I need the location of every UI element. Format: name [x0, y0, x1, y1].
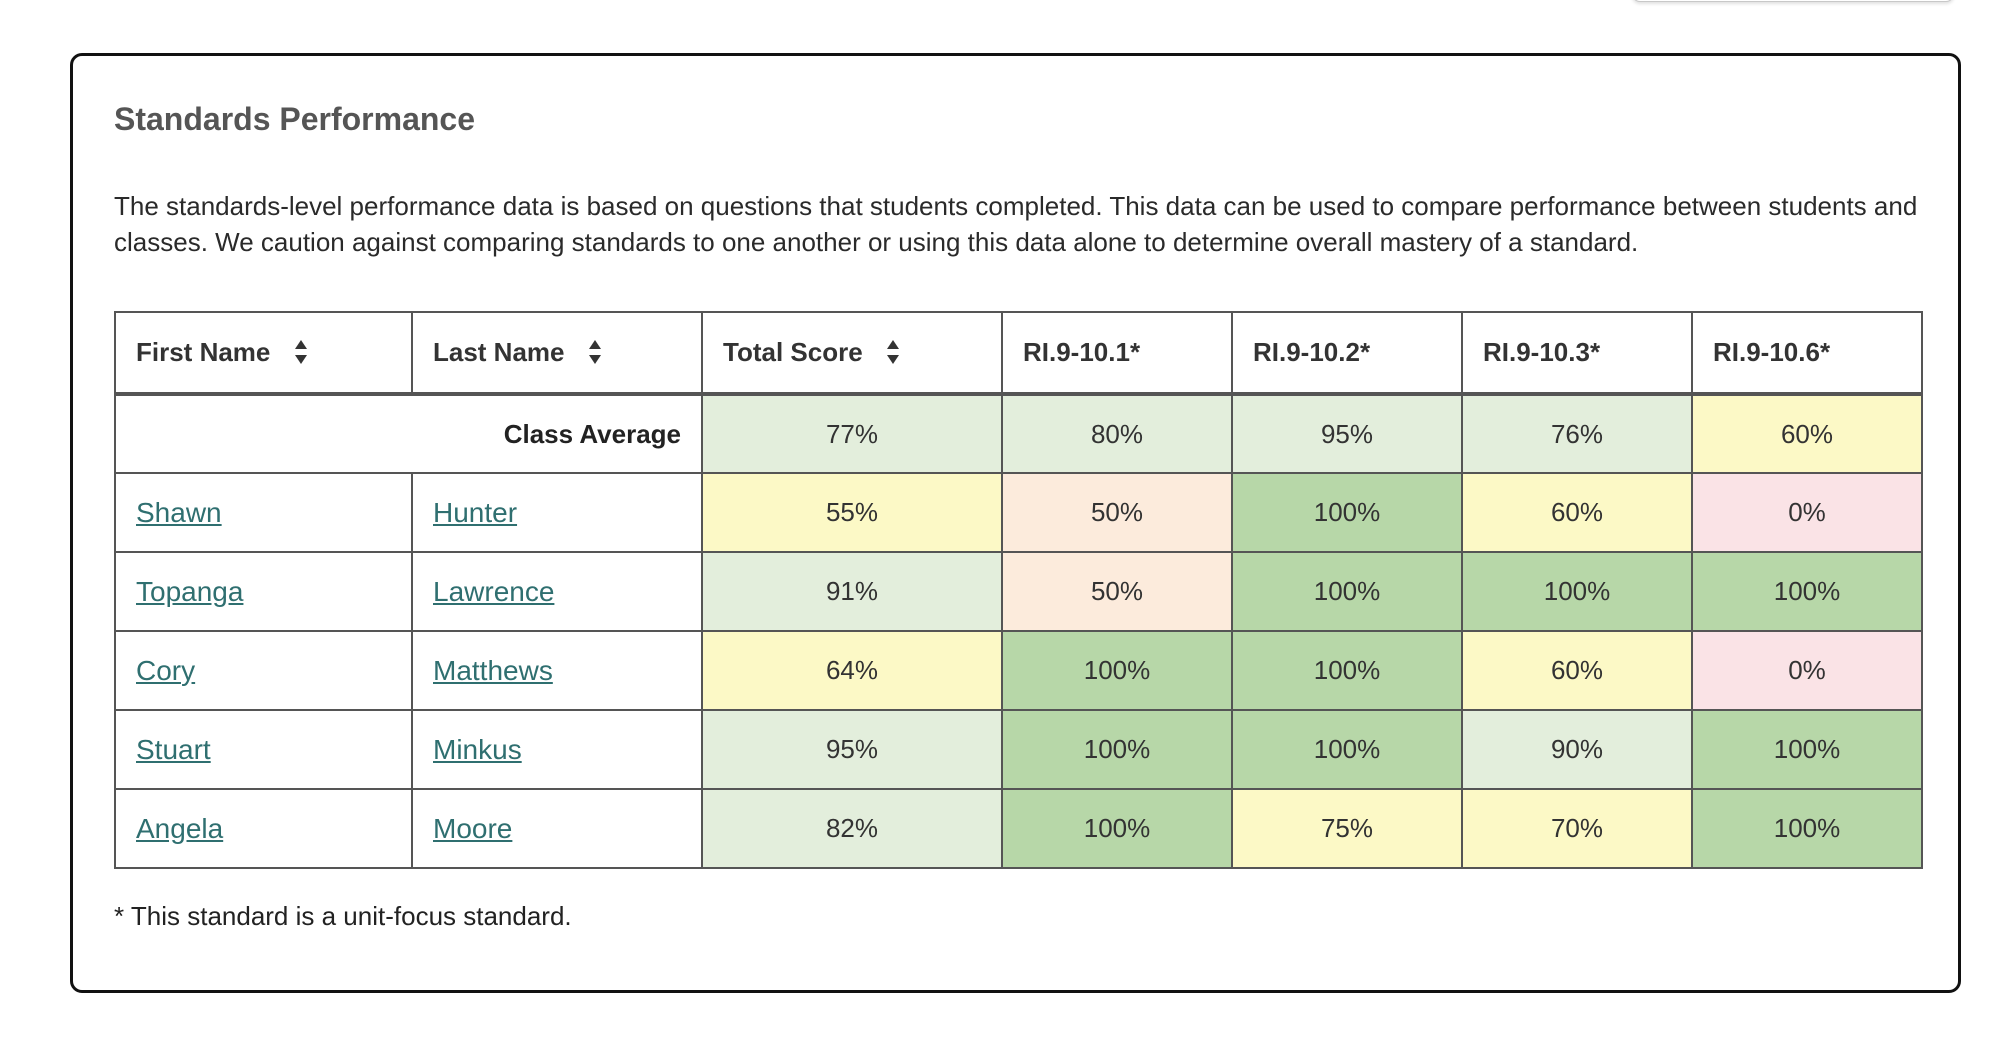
table-row: Stuart Minkus 95% 100% 100% 90% 100%: [114, 709, 1923, 790]
class-average-std2: 95%: [1231, 393, 1463, 474]
class-average-label: Class Average: [114, 393, 703, 474]
header-standard-3: RI.9-10.3*: [1461, 311, 1693, 396]
student-last-name-link[interactable]: Hunter: [433, 496, 518, 528]
std4-cell: 0%: [1691, 472, 1923, 553]
header-standard-4: RI.9-10.6*: [1691, 311, 1923, 396]
class-average-std4: 60%: [1691, 393, 1923, 474]
sort-icon[interactable]: [886, 339, 900, 365]
std4-cell: 100%: [1691, 551, 1923, 632]
std2-cell: 100%: [1231, 709, 1463, 790]
first-name-cell: Topanga: [114, 551, 413, 632]
std1-cell: 100%: [1001, 788, 1233, 869]
student-first-name-link[interactable]: Stuart: [136, 733, 211, 765]
std2-cell: 100%: [1231, 630, 1463, 711]
table-row: Cory Matthews 64% 100% 100% 60% 0%: [114, 630, 1923, 711]
std1-cell: 100%: [1001, 709, 1233, 790]
total-score-cell: 82%: [701, 788, 1003, 869]
sort-icon[interactable]: [588, 339, 602, 365]
total-score-cell: 95%: [701, 709, 1003, 790]
panel-title: Standards Performance: [114, 101, 476, 137]
student-last-name-link[interactable]: Matthews: [433, 654, 553, 686]
last-name-cell: Matthews: [411, 630, 703, 711]
header-last-name[interactable]: Last Name: [411, 311, 703, 396]
std1-cell: 50%: [1001, 472, 1233, 553]
class-average-row: Class Average 77% 80% 95% 76% 60%: [114, 393, 1923, 474]
std2-cell: 100%: [1231, 472, 1463, 553]
first-name-cell: Cory: [114, 630, 413, 711]
last-name-cell: Hunter: [411, 472, 703, 553]
class-average-std3: 76%: [1461, 393, 1693, 474]
std1-cell: 100%: [1001, 630, 1233, 711]
first-name-cell: Stuart: [114, 709, 413, 790]
std3-cell: 100%: [1461, 551, 1693, 632]
std2-cell: 75%: [1231, 788, 1463, 869]
last-name-cell: Lawrence: [411, 551, 703, 632]
first-name-cell: Angela: [114, 788, 413, 869]
student-first-name-link[interactable]: Topanga: [136, 575, 244, 607]
std4-cell: 0%: [1691, 630, 1923, 711]
std4-cell: 100%: [1691, 709, 1923, 790]
unit-focus-footnote: * This standard is a unit-focus standard…: [114, 901, 572, 931]
total-score-cell: 55%: [701, 472, 1003, 553]
top-tab-edge: [1632, 0, 1954, 2]
std2-cell: 100%: [1231, 551, 1463, 632]
total-score-cell: 64%: [701, 630, 1003, 711]
std1-cell: 50%: [1001, 551, 1233, 632]
table-row: Angela Moore 82% 100% 75% 70% 100%: [114, 788, 1923, 869]
standards-performance-panel: Standards Performance The standards-leve…: [70, 53, 1961, 993]
class-average-total: 77%: [701, 393, 1003, 474]
header-standard-1: RI.9-10.1*: [1001, 311, 1233, 396]
standards-table: First Name Last Name Total Score RI.9-10…: [114, 311, 1923, 869]
table-row: Shawn Hunter 55% 50% 100% 60% 0%: [114, 472, 1923, 553]
student-last-name-link[interactable]: Minkus: [433, 733, 522, 765]
last-name-cell: Moore: [411, 788, 703, 869]
std3-cell: 70%: [1461, 788, 1693, 869]
header-standard-2: RI.9-10.2*: [1231, 311, 1463, 396]
student-first-name-link[interactable]: Angela: [136, 812, 224, 844]
sort-icon[interactable]: [294, 339, 308, 365]
first-name-cell: Shawn: [114, 472, 413, 553]
last-name-cell: Minkus: [411, 709, 703, 790]
table-row: Topanga Lawrence 91% 50% 100% 100% 100%: [114, 551, 1923, 632]
header-total-score-label: Total Score: [723, 337, 863, 367]
student-first-name-link[interactable]: Cory: [136, 654, 196, 686]
std3-cell: 60%: [1461, 472, 1693, 553]
header-first-name[interactable]: First Name: [114, 311, 413, 396]
header-first-name-label: First Name: [136, 337, 271, 367]
class-average-std1: 80%: [1001, 393, 1233, 474]
student-last-name-link[interactable]: Lawrence: [433, 575, 555, 607]
header-total-score[interactable]: Total Score: [701, 311, 1003, 396]
std3-cell: 90%: [1461, 709, 1693, 790]
student-first-name-link[interactable]: Shawn: [136, 496, 222, 528]
table-header-row: First Name Last Name Total Score RI.9-10…: [114, 311, 1923, 396]
panel-description: The standards-level performance data is …: [114, 191, 1918, 257]
std3-cell: 60%: [1461, 630, 1693, 711]
total-score-cell: 91%: [701, 551, 1003, 632]
header-last-name-label: Last Name: [433, 337, 565, 367]
student-last-name-link[interactable]: Moore: [433, 812, 513, 844]
std4-cell: 100%: [1691, 788, 1923, 869]
